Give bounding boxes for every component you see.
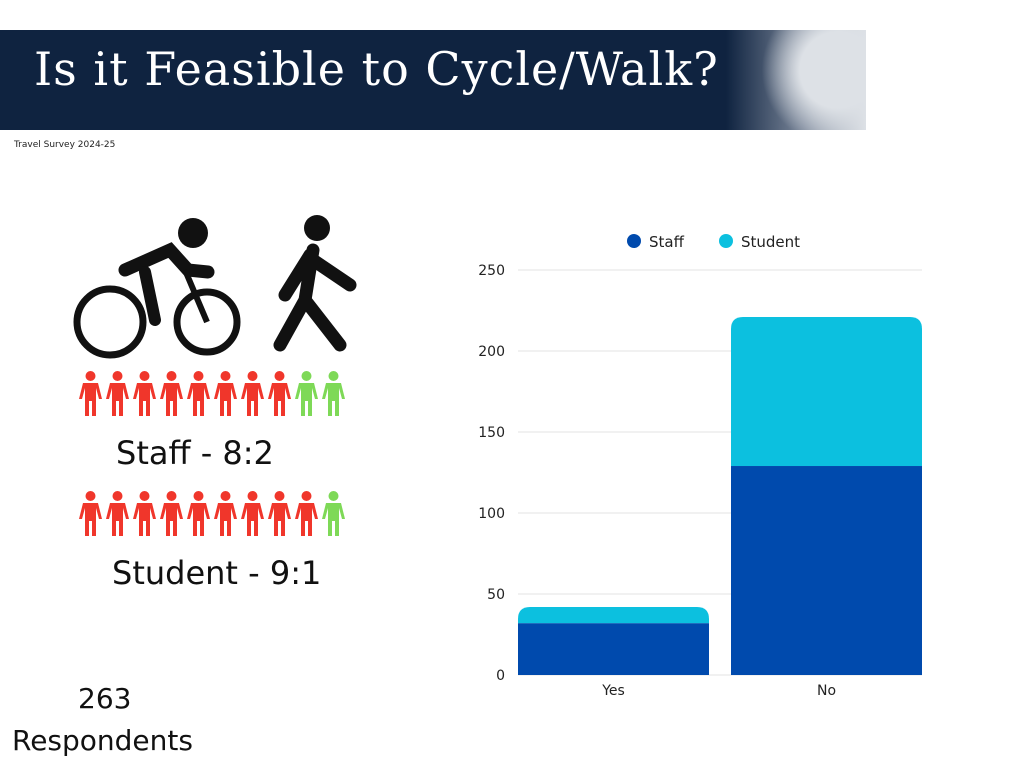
legend-marker [627, 234, 641, 248]
bar-staff [518, 623, 709, 675]
student-people-row [78, 490, 346, 538]
legend-label: Student [741, 233, 800, 251]
y-tick-label: 150 [478, 425, 505, 441]
x-tick-label: Yes [601, 683, 625, 699]
person-no-icon [268, 371, 291, 416]
x-tick-label: No [817, 683, 836, 699]
bar-student [518, 606, 709, 624]
person-no-icon [187, 491, 210, 536]
person-no-icon [133, 491, 156, 536]
person-no-icon [160, 491, 183, 536]
person-no-icon [295, 491, 318, 536]
y-tick-label: 100 [478, 506, 505, 522]
person-no-icon [187, 371, 210, 416]
y-tick-label: 200 [478, 344, 505, 360]
person-no-icon [214, 491, 237, 536]
person-yes-icon [322, 371, 345, 416]
y-tick-label: 250 [478, 263, 505, 279]
y-tick-label: 0 [496, 668, 505, 684]
person-no-icon [106, 371, 129, 416]
person-no-icon [241, 491, 264, 536]
person-yes-icon [295, 371, 318, 416]
student-ratio: Student - 9:1 [112, 554, 322, 592]
person-no-icon [214, 371, 237, 416]
person-no-icon [133, 371, 156, 416]
splatter-texture [726, 30, 866, 130]
person-no-icon [241, 371, 264, 416]
title-banner [0, 30, 866, 130]
staff-people-row [78, 370, 346, 418]
person-no-icon [79, 371, 102, 416]
respondents-count: 263 [78, 682, 132, 715]
subtitle: Travel Survey 2024-25 [14, 140, 116, 150]
bar-staff [731, 466, 922, 675]
bar-student [731, 316, 922, 467]
cyclist-walker-icon [73, 215, 357, 359]
page-title: Is it Feasible to Cycle/Walk? [34, 42, 719, 96]
respondents-label: Respondents [12, 724, 193, 757]
person-no-icon [79, 491, 102, 536]
person-no-icon [160, 371, 183, 416]
legend-label: Staff [649, 233, 685, 251]
person-no-icon [106, 491, 129, 536]
y-tick-label: 50 [487, 587, 505, 603]
person-no-icon [268, 491, 291, 536]
staff-ratio: Staff - 8:2 [116, 434, 274, 472]
legend-marker [719, 234, 733, 248]
person-yes-icon [322, 491, 345, 536]
